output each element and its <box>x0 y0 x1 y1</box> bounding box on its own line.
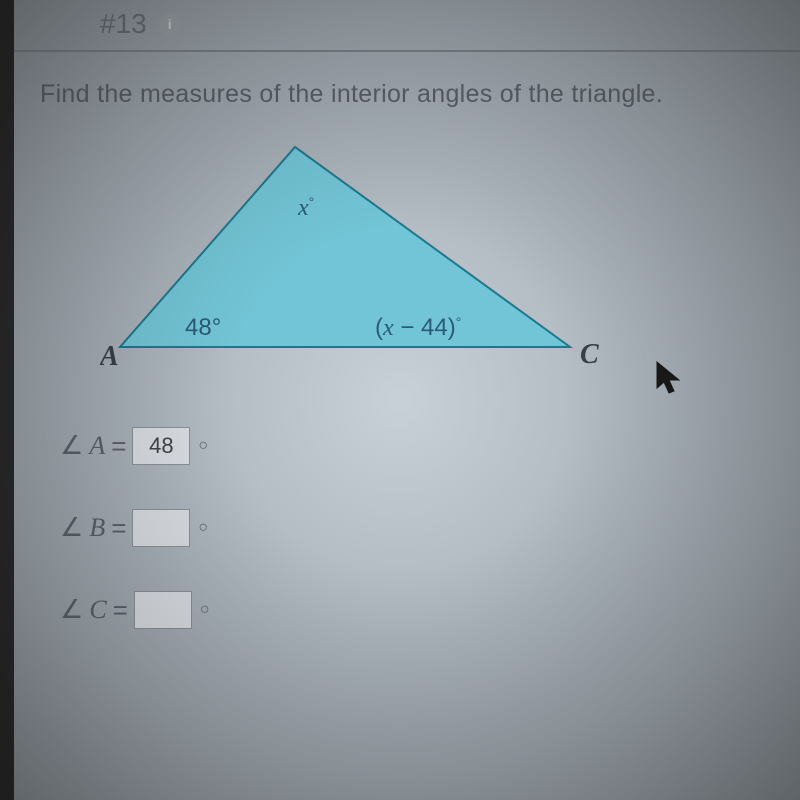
degree-symbol: ○ <box>200 601 210 619</box>
equals-sign: = <box>111 513 126 544</box>
answer-var-b: B <box>89 513 105 543</box>
answer-section: ∠A = ○ ∠B = ○ ∠C = ○ <box>60 427 770 629</box>
vertex-label-a: A <box>100 341 119 372</box>
triangle-diagram: A B C 48° x° (x − 44)° <box>100 137 770 387</box>
angle-symbol: ∠ <box>60 595 83 625</box>
triangle-svg: A B C 48° x° (x − 44)° <box>100 137 620 387</box>
angle-symbol: ∠ <box>60 513 83 543</box>
angle-b-input[interactable] <box>132 509 190 547</box>
degree-symbol: ○ <box>198 519 208 537</box>
vertex-label-c: C <box>580 339 599 370</box>
angle-symbol: ∠ <box>60 431 83 461</box>
question-header: #13 i <box>0 0 800 52</box>
answer-row-a: ∠A = ○ <box>60 427 770 465</box>
angle-label-c: (x − 44)° <box>375 314 461 341</box>
vertex-label-b: B <box>287 137 307 144</box>
answer-row-b: ∠B = ○ <box>60 509 770 547</box>
answer-var-c: C <box>89 595 106 625</box>
angle-a-input[interactable] <box>132 427 190 465</box>
cursor-icon <box>655 360 685 398</box>
angle-label-a: 48° <box>185 314 221 341</box>
question-prompt: Find the measures of the interior angles… <box>40 80 770 109</box>
device-edge <box>0 0 14 800</box>
angle-c-input[interactable] <box>134 591 192 629</box>
question-number: #13 <box>100 8 147 40</box>
equals-sign: = <box>111 431 126 462</box>
degree-symbol: ○ <box>198 437 208 455</box>
answer-row-c: ∠C = ○ <box>60 591 770 629</box>
equals-sign: = <box>113 595 128 626</box>
info-icon[interactable]: i <box>159 13 181 35</box>
answer-var-a: A <box>89 431 105 461</box>
